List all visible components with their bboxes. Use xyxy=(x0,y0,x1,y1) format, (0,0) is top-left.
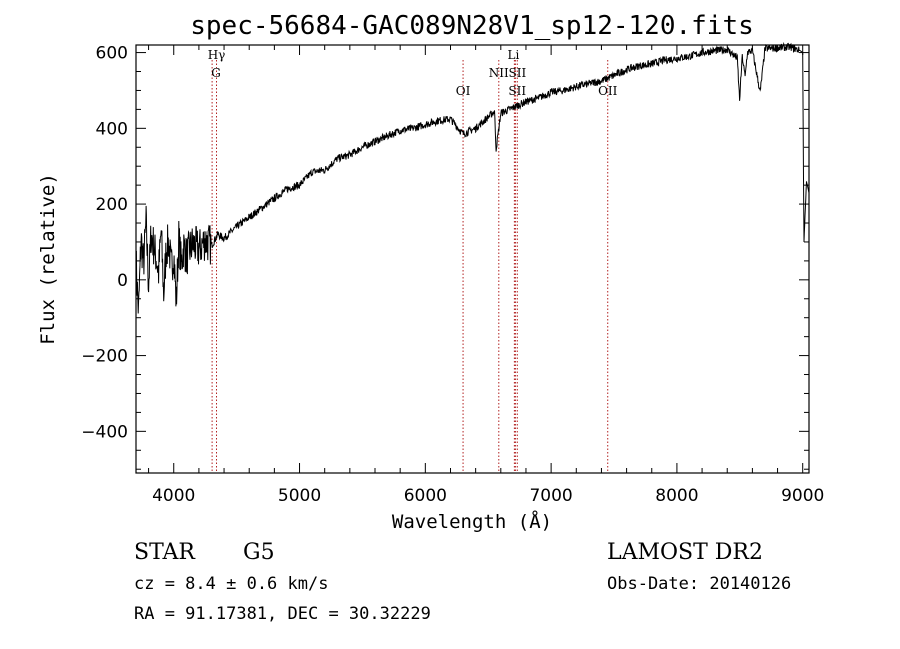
y-axis-ticks: −400 −200 0 200 400 600 xyxy=(81,44,809,470)
y-tick-label: 600 xyxy=(96,44,128,64)
y-tick-label: −400 xyxy=(81,422,128,442)
y-tick-label: 200 xyxy=(96,195,128,215)
x-axis-label: Wavelength (Å) xyxy=(392,510,552,533)
spectral-label: G xyxy=(211,66,221,80)
y-tick-label: −200 xyxy=(81,347,128,367)
redshift-info: cz = 8.4 ± 0.6 km/s xyxy=(134,574,328,594)
spectral-label: Li xyxy=(507,48,519,62)
spectral-label: SII xyxy=(509,66,527,80)
spectral-label: NII xyxy=(489,66,509,80)
object-class: STAR xyxy=(134,540,196,565)
spectral-line-labels: Hγ G OI NII Li SII SII OII xyxy=(208,48,618,98)
chart-title: spec-56684-GAC089N28V1_sp12-120.fits xyxy=(190,11,754,41)
y-tick-label: 0 xyxy=(117,271,128,291)
x-tick-label: 7000 xyxy=(529,486,572,506)
spectral-label: Hγ xyxy=(208,48,226,62)
survey-name: LAMOST DR2 xyxy=(607,540,763,565)
y-axis-label: Flux (relative) xyxy=(37,173,59,345)
plot-frame xyxy=(135,44,810,474)
x-tick-label: 8000 xyxy=(655,486,698,506)
object-subclass: G5 xyxy=(243,540,275,565)
coordinates-info: RA = 91.17381, DEC = 30.32229 xyxy=(134,604,431,624)
y-tick-label: 400 xyxy=(96,119,128,139)
spectral-label: SII xyxy=(508,84,526,98)
x-tick-label: 6000 xyxy=(404,486,447,506)
observation-date: Obs-Date: 20140126 xyxy=(607,574,791,594)
x-tick-label: 4000 xyxy=(152,486,195,506)
x-axis-ticks: 4000 5000 6000 7000 8000 9000 xyxy=(148,45,824,506)
spectral-line-markers xyxy=(211,60,609,473)
spectral-label: OI xyxy=(456,84,471,98)
x-tick-label: 5000 xyxy=(278,486,321,506)
x-tick-label: 9000 xyxy=(781,486,824,506)
spectral-label: OII xyxy=(598,84,618,98)
spectrum-line xyxy=(135,41,810,314)
